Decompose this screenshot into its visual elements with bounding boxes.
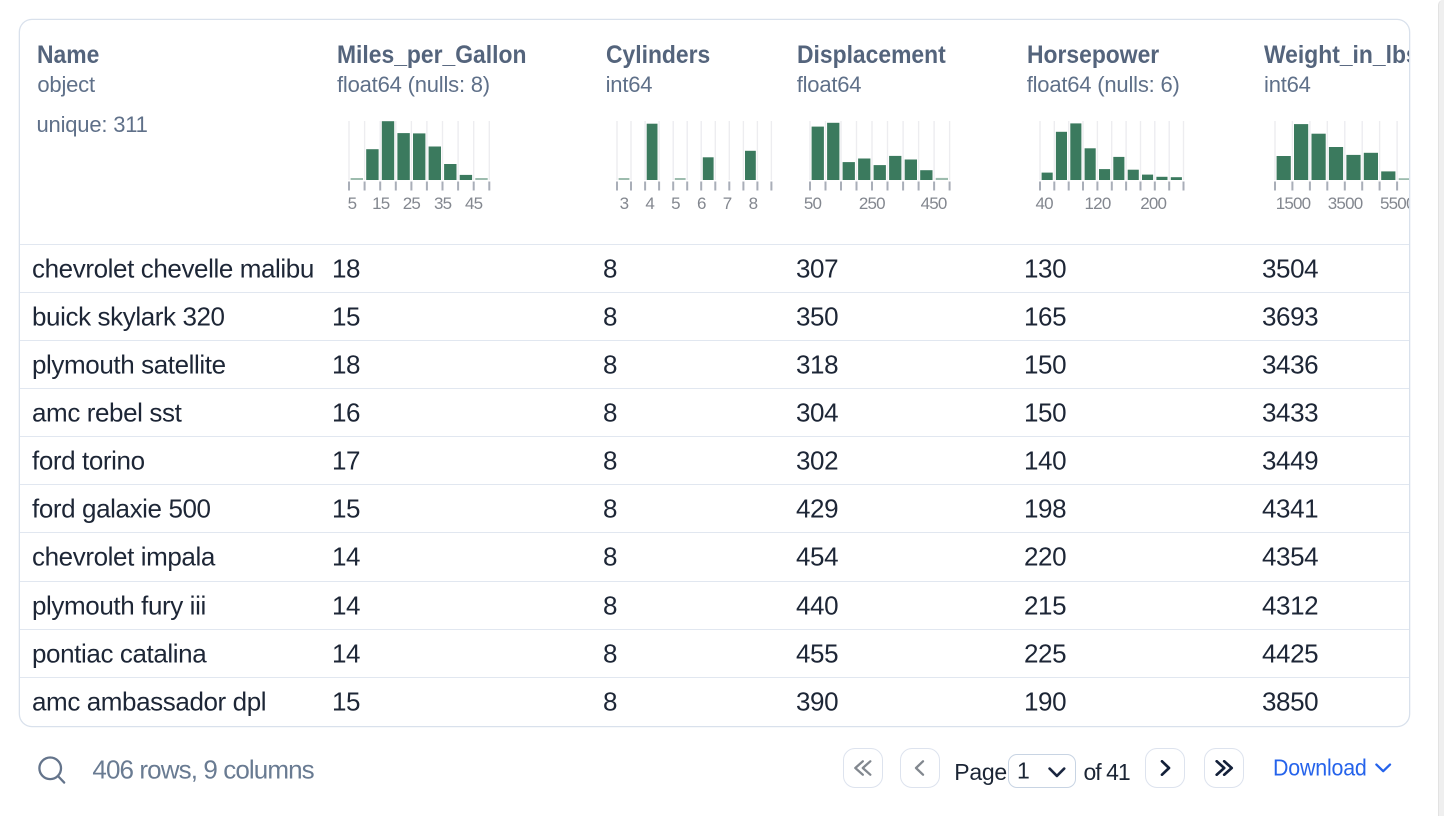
svg-text:15: 15 xyxy=(372,194,390,213)
svg-text:5500: 5500 xyxy=(1380,194,1409,213)
svg-text:45: 45 xyxy=(465,194,483,213)
svg-text:5: 5 xyxy=(671,194,680,213)
svg-text:200: 200 xyxy=(1140,194,1166,213)
svg-text:120: 120 xyxy=(1084,194,1110,213)
svg-text:4: 4 xyxy=(645,194,654,213)
svg-text:6: 6 xyxy=(697,194,706,213)
svg-text:5: 5 xyxy=(347,194,356,213)
svg-text:450: 450 xyxy=(920,194,946,213)
svg-text:40: 40 xyxy=(1035,194,1053,213)
svg-text:50: 50 xyxy=(803,194,821,213)
svg-text:7: 7 xyxy=(723,194,732,213)
svg-text:3: 3 xyxy=(620,194,629,213)
svg-text:3500: 3500 xyxy=(1328,194,1363,213)
svg-text:250: 250 xyxy=(858,194,884,213)
svg-text:25: 25 xyxy=(402,194,420,213)
svg-text:35: 35 xyxy=(433,194,451,213)
svg-text:1500: 1500 xyxy=(1275,194,1310,213)
svg-text:8: 8 xyxy=(749,194,758,213)
